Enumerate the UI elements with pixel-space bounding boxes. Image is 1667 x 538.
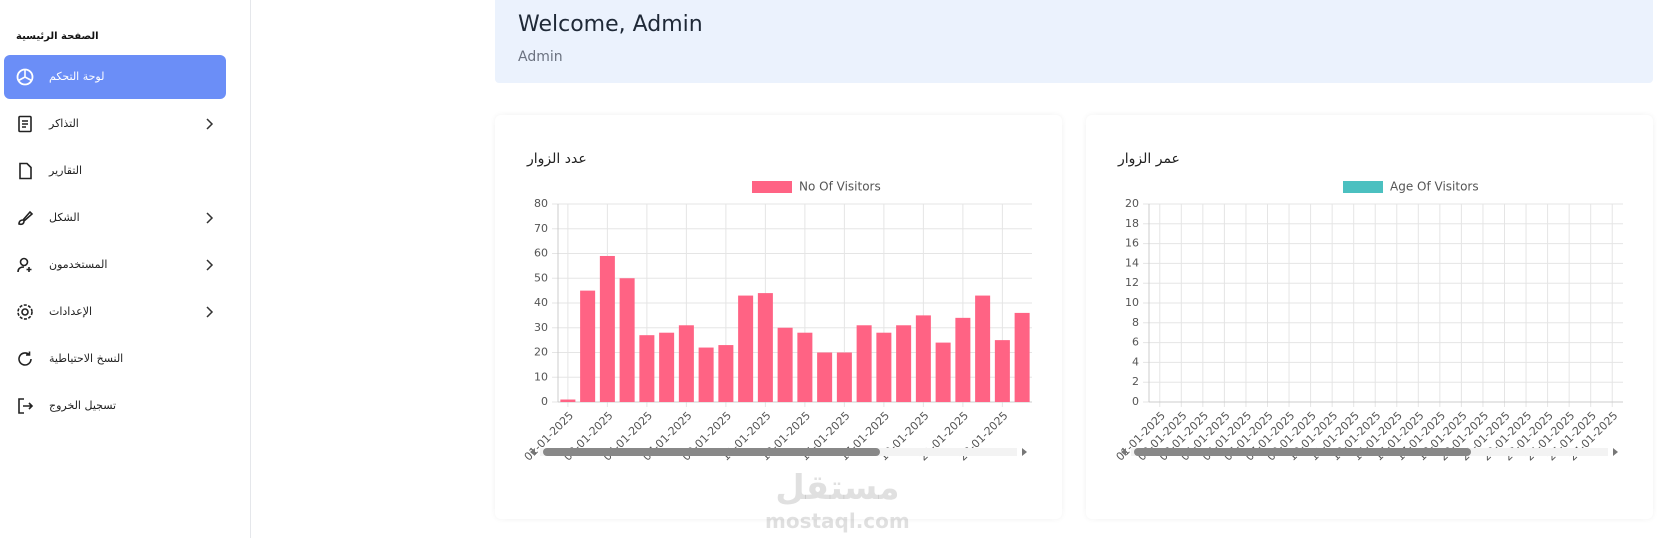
section-title: الصفحة الرئيسية	[16, 31, 99, 42]
y-tick-label: 70	[534, 222, 548, 235]
menu-item[interactable]: لوحة التحكم	[4, 55, 226, 99]
menu-item[interactable]: الشكل	[4, 196, 226, 240]
bar	[994, 340, 1010, 402]
y-tick-label: 14	[1125, 256, 1139, 269]
bar	[738, 295, 754, 402]
welcome-title: Welcome, Admin	[518, 12, 703, 37]
menu-label: تسجيل الخروج	[49, 399, 117, 412]
y-tick-label: 40	[534, 296, 548, 309]
legend-label: No Of Visitors	[799, 180, 881, 194]
y-tick-label: 80	[534, 197, 548, 210]
bar	[777, 327, 793, 402]
menu-label: المستخدمون	[49, 258, 108, 271]
y-tick-label: 30	[534, 321, 548, 334]
menu-label: النسخ الاحتياطية	[49, 352, 124, 365]
y-tick-label: 10	[1125, 296, 1139, 309]
bar	[639, 335, 655, 402]
menu-item[interactable]: التذاكر	[4, 102, 226, 146]
scrollbar-thumb	[543, 448, 880, 456]
y-tick-label: 0	[541, 395, 548, 408]
chart-title: عمر الزوار	[1117, 151, 1180, 167]
sidebar: الصفحة الرئيسية لوحة التحكم التذاكر التقار…	[0, 0, 251, 538]
bar	[560, 399, 576, 402]
bar	[915, 315, 931, 402]
legend-swatch	[752, 181, 792, 193]
y-tick-label: 16	[1125, 237, 1139, 250]
bar	[817, 352, 833, 402]
bar	[896, 325, 912, 402]
y-tick-label: 18	[1125, 217, 1139, 230]
menu-icon	[18, 351, 32, 366]
chart-card: عدد الزوار No Of Visitors 0 10 20 30 40 50 60 70 8…	[495, 115, 1062, 519]
chevron	[206, 259, 214, 271]
menu-icon	[18, 398, 34, 414]
scroll-left	[1121, 448, 1126, 456]
menu-icon	[19, 162, 32, 180]
menu-item[interactable]: التقارير	[4, 149, 226, 193]
welcome-subtitle: Admin	[518, 49, 563, 65]
bar	[1014, 312, 1030, 402]
welcome-banner: Welcome, Admin Admin	[495, 0, 1653, 83]
scroll-left	[530, 448, 535, 456]
y-tick-label: 10	[534, 370, 548, 383]
watermark-arabic: مستقل	[775, 468, 900, 508]
bar	[955, 317, 971, 402]
menu-icon	[16, 68, 34, 86]
y-tick-label: 8	[1132, 316, 1139, 329]
bar	[580, 290, 596, 402]
menu-item[interactable]: الإعدادات	[4, 290, 226, 334]
bar	[975, 295, 991, 402]
menu-icon	[17, 257, 32, 273]
watermark-latin: mostaql.com	[765, 509, 910, 533]
menu-icon	[18, 210, 34, 226]
menu-label: التقارير	[49, 164, 83, 177]
bar	[718, 345, 734, 402]
chevron	[206, 118, 214, 130]
chevron	[206, 212, 214, 224]
bar	[619, 278, 635, 402]
bar	[856, 325, 872, 402]
watermark: مستقل mostaql.com	[765, 468, 910, 534]
chart-title: عدد الزوار	[526, 151, 587, 167]
menu-label: التذاكر	[49, 117, 79, 130]
chart-card: عمر الزوار Age Of Visitors 0 2 4 6 8 10 12 14 16 18…	[1086, 115, 1653, 519]
bar	[678, 325, 694, 402]
menu-label: الإعدادات	[49, 305, 93, 318]
legend-swatch	[1343, 181, 1383, 193]
scrollbar-thumb	[1134, 448, 1471, 456]
bar	[599, 255, 615, 402]
y-tick-label: 50	[534, 271, 548, 284]
bar	[836, 352, 852, 402]
scroll-right	[1613, 448, 1618, 456]
menu-label: الشكل	[49, 211, 80, 224]
menu-item[interactable]: المستخدمون	[4, 243, 226, 287]
y-tick-label: 2	[1132, 375, 1139, 388]
bar	[757, 293, 773, 402]
chart: عدد الزوار No Of Visitors 0 10 20 30 40 50 60 70 8…	[522, 151, 1032, 463]
y-tick-label: 4	[1132, 355, 1139, 368]
bar	[797, 332, 813, 402]
bar	[659, 332, 675, 402]
chart: عمر الزوار Age Of Visitors 0 2 4 6 8 10 12 14 16 18…	[1114, 151, 1623, 463]
menu-item[interactable]: تسجيل الخروج	[4, 384, 226, 428]
y-tick-label: 20	[1125, 197, 1139, 210]
menu-label: لوحة التحكم	[49, 70, 105, 83]
chevron	[206, 306, 214, 318]
y-tick-label: 0	[1132, 395, 1139, 408]
legend-label: Age Of Visitors	[1390, 180, 1479, 194]
menu-icon	[18, 115, 32, 133]
y-tick-label: 6	[1132, 336, 1139, 349]
menu-icon	[17, 304, 33, 320]
y-tick-label: 60	[534, 247, 548, 260]
y-tick-label: 20	[534, 346, 548, 359]
bar	[935, 342, 951, 402]
menu-item[interactable]: النسخ الاحتياطية	[4, 337, 226, 381]
bar	[698, 347, 714, 402]
bar	[876, 332, 892, 402]
scroll-right	[1022, 448, 1027, 456]
y-tick-label: 12	[1125, 276, 1139, 289]
